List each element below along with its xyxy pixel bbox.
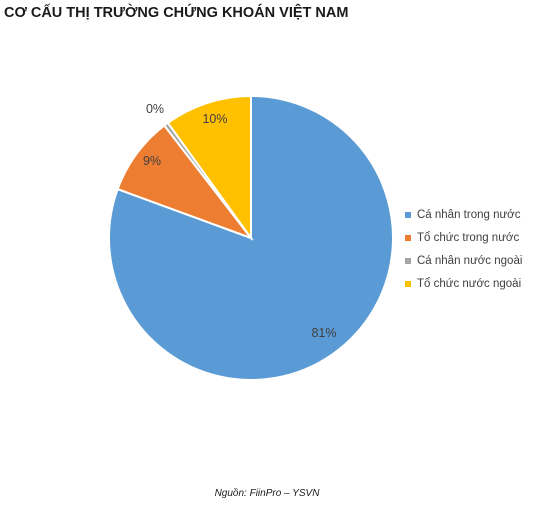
legend-item-ca-nhan-trong-nuoc: Cá nhân trong nước xyxy=(405,208,522,221)
legend-label: Cá nhân trong nước xyxy=(417,208,521,221)
legend-item-to-chuc-nuoc-ngoai: Tổ chức nước ngoài xyxy=(405,277,522,290)
pie-chart: 81% 9% 0% 10% xyxy=(108,94,394,381)
legend-swatch xyxy=(405,234,411,241)
legend: Cá nhân trong nước Tổ chức trong nước Cá… xyxy=(405,209,522,301)
pie-slice xyxy=(166,94,252,242)
data-label: 0% xyxy=(146,102,164,116)
pie-slice xyxy=(116,124,254,241)
legend-label: Tổ chức trong nước xyxy=(417,231,520,244)
data-label: 81% xyxy=(311,326,336,340)
source-note: Nguồn: FiinPro – YSVN xyxy=(214,488,320,499)
legend-swatch xyxy=(405,211,411,218)
data-label: 9% xyxy=(143,154,161,168)
chart-title: CƠ CẤU THỊ TRƯỜNG CHỨNG KHOÁN VIỆT NAM xyxy=(4,5,349,21)
pie-slice xyxy=(108,94,394,381)
data-label: 10% xyxy=(202,112,227,126)
legend-swatch xyxy=(405,280,411,287)
legend-label: Cá nhân nước ngoài xyxy=(417,254,523,267)
legend-label: Tổ chức nước ngoài xyxy=(417,277,522,290)
legend-item-to-chuc-trong-nuoc: Tổ chức trong nước xyxy=(405,231,522,244)
legend-swatch xyxy=(405,257,411,264)
legend-item-ca-nhan-nuoc-ngoai: Cá nhân nước ngoài xyxy=(405,254,523,267)
